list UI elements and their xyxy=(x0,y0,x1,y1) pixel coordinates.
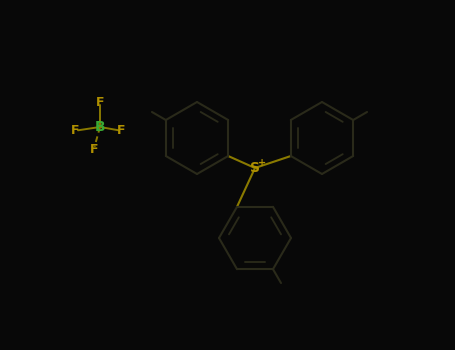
Text: F: F xyxy=(71,124,80,137)
Text: F: F xyxy=(96,96,104,109)
Text: +: + xyxy=(258,158,266,168)
Text: F: F xyxy=(90,143,98,156)
Text: F: F xyxy=(117,124,126,137)
Text: B: B xyxy=(95,120,105,134)
Text: S: S xyxy=(250,161,260,175)
